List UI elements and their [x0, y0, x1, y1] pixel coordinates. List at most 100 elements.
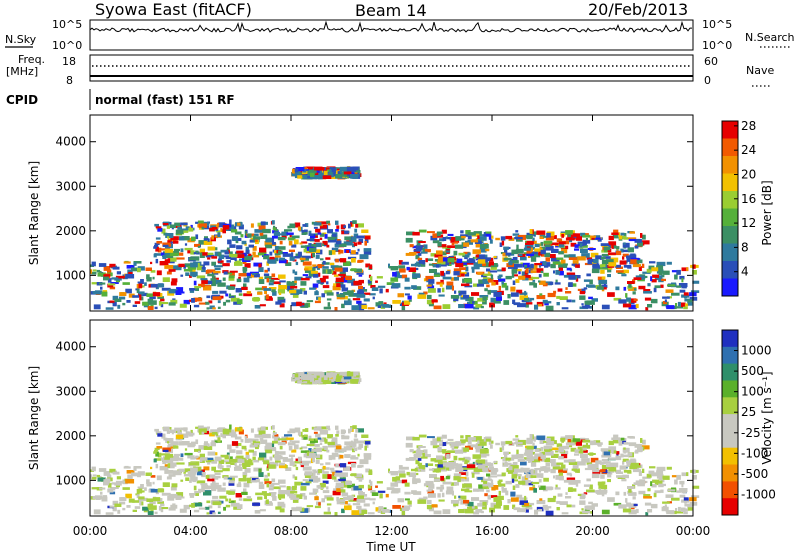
- echo-cell: [574, 453, 580, 456]
- echo-cell: [136, 494, 140, 498]
- echo-cell: [394, 275, 404, 279]
- echo-cell: [556, 295, 561, 299]
- echo-cell: [160, 298, 165, 302]
- echo-cell: [386, 282, 395, 285]
- echo-cell: [334, 243, 340, 248]
- echo-cell: [229, 270, 238, 273]
- echo-cell: [314, 239, 320, 242]
- echo-cell: [110, 487, 119, 489]
- echo-cell: [627, 237, 637, 240]
- echo-cell: [260, 439, 268, 444]
- echo-cell: [653, 492, 657, 498]
- velocity-echoes: [90, 371, 700, 516]
- echo-cell: [409, 457, 417, 460]
- echo-cell: [302, 261, 312, 266]
- echo-cell: [579, 496, 586, 500]
- echo-cell: [350, 222, 353, 227]
- echo-cell: [415, 459, 420, 465]
- echo-cell: [164, 249, 174, 253]
- echo-cell: [290, 497, 300, 500]
- echo-cell: [204, 301, 210, 305]
- echo-cell: [436, 486, 445, 490]
- echo-cell: [168, 269, 176, 272]
- echo-cell: [258, 472, 264, 477]
- echo-cell: [141, 292, 148, 297]
- echo-cell: [222, 482, 226, 486]
- echo-cell: [312, 488, 319, 493]
- echo-cell: [483, 437, 486, 442]
- echo-cell: [347, 278, 355, 284]
- echo-cell: [650, 298, 658, 304]
- echo-cell: [565, 442, 575, 446]
- echo-cell: [112, 506, 117, 512]
- echo-cell: [505, 490, 509, 496]
- echo-cell: [577, 288, 582, 291]
- echo-cell: [117, 304, 121, 309]
- echo-cell: [518, 275, 526, 280]
- echo-cell: [230, 489, 236, 492]
- echo-cell: [242, 266, 248, 272]
- echo-cell: [279, 445, 283, 450]
- echo-cell: [91, 271, 97, 275]
- nsearch-label: N.Search: [745, 31, 795, 44]
- echo-cell: [217, 465, 224, 468]
- echo-cell: [288, 445, 293, 451]
- echo-cell: [522, 482, 529, 486]
- nsky-top-tick: 10^5: [52, 18, 82, 31]
- echo-cell: [540, 249, 546, 255]
- echo-cell: [379, 288, 383, 294]
- echo-cell: [511, 249, 518, 255]
- echo-cell: [264, 481, 272, 485]
- echo-cell: [312, 172, 319, 175]
- echo-cell: [633, 277, 642, 280]
- echo-cell: [561, 234, 564, 238]
- echo-cell: [515, 248, 524, 254]
- echo-cell: [272, 440, 278, 444]
- echo-cell: [436, 281, 445, 285]
- echo-cell: [211, 466, 216, 471]
- echo-cell: [322, 445, 328, 450]
- echo-cell: [139, 295, 142, 301]
- echo-cell: [285, 467, 292, 471]
- echo-cell: [139, 296, 144, 301]
- echo-cell: [100, 491, 103, 495]
- echo-cell: [153, 253, 157, 258]
- echo-cell: [510, 497, 519, 502]
- echo-cell: [489, 270, 498, 273]
- echo-cell: [203, 445, 213, 450]
- echo-cell: [412, 475, 416, 480]
- echo-cell: [427, 463, 434, 466]
- echo-cell: [401, 305, 406, 311]
- echo-cell: [196, 275, 206, 279]
- echo-cell: [604, 249, 608, 253]
- echo-cell: [358, 279, 364, 284]
- echo-cell: [510, 465, 519, 469]
- echo-cell: [510, 286, 516, 292]
- echo-cell: [679, 289, 686, 293]
- echo-cell: [217, 252, 222, 256]
- echo-cell: [434, 254, 443, 258]
- echo-cell: [546, 437, 551, 443]
- echo-cell: [558, 446, 566, 450]
- echo-cell: [254, 510, 261, 514]
- echo-cell: [217, 300, 221, 304]
- echo-cell: [243, 498, 253, 502]
- echo-cell: [197, 425, 204, 429]
- echo-cell: [479, 452, 487, 458]
- echo-cell: [477, 254, 486, 259]
- echo-cell: [350, 427, 353, 432]
- echo-cell: [96, 269, 100, 273]
- echo-cell: [273, 436, 280, 442]
- echo-cell: [218, 222, 226, 228]
- echo-cell: [451, 237, 460, 240]
- echo-cell: [159, 466, 169, 471]
- echo-cell: [391, 283, 401, 288]
- echo-cell: [358, 238, 364, 243]
- echo-cell: [107, 488, 116, 491]
- echo-cell: [426, 284, 432, 287]
- echo-cell: [501, 487, 507, 493]
- echo-cell: [538, 455, 543, 461]
- echo-cell: [681, 472, 689, 477]
- echo-cell: [511, 273, 515, 278]
- echo-cell: [534, 304, 539, 310]
